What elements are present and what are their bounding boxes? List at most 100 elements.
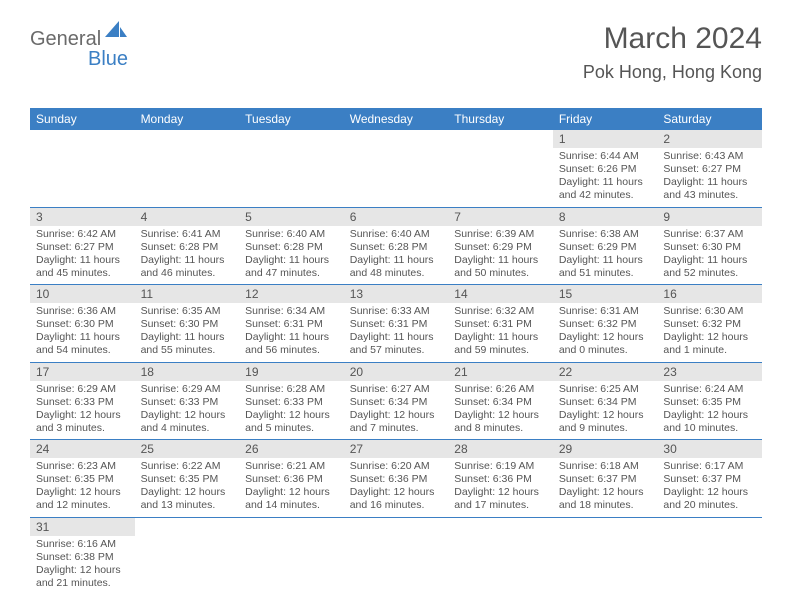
sunrise: Sunrise: 6:29 AM: [141, 383, 234, 396]
day-info: Sunrise: 6:25 AMSunset: 6:34 PMDaylight:…: [553, 381, 658, 440]
sunrise: Sunrise: 6:29 AM: [36, 383, 129, 396]
day-info: Sunrise: 6:24 AMSunset: 6:35 PMDaylight:…: [657, 381, 762, 440]
day-header: Tuesday: [239, 108, 344, 130]
daylight: Daylight: 11 hours and 46 minutes.: [141, 254, 234, 280]
daylight: Daylight: 12 hours and 20 minutes.: [663, 486, 756, 512]
day-header: Thursday: [448, 108, 553, 130]
sunset: Sunset: 6:35 PM: [36, 473, 129, 486]
day-cell: 11Sunrise: 6:35 AMSunset: 6:30 PMDayligh…: [135, 285, 240, 362]
sunset: Sunset: 6:31 PM: [454, 318, 547, 331]
sunrise: Sunrise: 6:25 AM: [559, 383, 652, 396]
daylight: Daylight: 12 hours and 17 minutes.: [454, 486, 547, 512]
sunset: Sunset: 6:35 PM: [663, 396, 756, 409]
daylight: Daylight: 12 hours and 21 minutes.: [36, 564, 129, 590]
day-info: Sunrise: 6:21 AMSunset: 6:36 PMDaylight:…: [239, 458, 344, 517]
sunset: Sunset: 6:30 PM: [663, 241, 756, 254]
daylight: Daylight: 12 hours and 18 minutes.: [559, 486, 652, 512]
day-info: Sunrise: 6:37 AMSunset: 6:30 PMDaylight:…: [657, 226, 762, 285]
sunset: Sunset: 6:27 PM: [36, 241, 129, 254]
daylight: Daylight: 12 hours and 5 minutes.: [245, 409, 338, 435]
day-info: Sunrise: 6:42 AMSunset: 6:27 PMDaylight:…: [30, 226, 135, 285]
sunrise: Sunrise: 6:33 AM: [350, 305, 443, 318]
daylight: Daylight: 12 hours and 3 minutes.: [36, 409, 129, 435]
empty-cell: [135, 130, 240, 207]
day-header: Wednesday: [344, 108, 449, 130]
day-cell: 23Sunrise: 6:24 AMSunset: 6:35 PMDayligh…: [657, 363, 762, 440]
sail-icon: [105, 21, 127, 37]
logo-text-2: Blue: [88, 48, 128, 71]
empty-cell: [344, 130, 449, 207]
day-number: 9: [657, 208, 762, 226]
sunrise: Sunrise: 6:37 AM: [663, 228, 756, 241]
week-row: 17Sunrise: 6:29 AMSunset: 6:33 PMDayligh…: [30, 363, 762, 441]
day-header: Monday: [135, 108, 240, 130]
day-info: Sunrise: 6:44 AMSunset: 6:26 PMDaylight:…: [553, 148, 658, 207]
day-number: 21: [448, 363, 553, 381]
day-cell: 25Sunrise: 6:22 AMSunset: 6:35 PMDayligh…: [135, 440, 240, 517]
day-cell: 28Sunrise: 6:19 AMSunset: 6:36 PMDayligh…: [448, 440, 553, 517]
sunset: Sunset: 6:27 PM: [663, 163, 756, 176]
sunset: Sunset: 6:30 PM: [141, 318, 234, 331]
day-cell: 8Sunrise: 6:38 AMSunset: 6:29 PMDaylight…: [553, 208, 658, 285]
day-cell: 31 Sunrise: 6:16 AMSunset: 6:38 PMDayligh…: [30, 518, 135, 595]
sunset: Sunset: 6:28 PM: [141, 241, 234, 254]
sunset: Sunset: 6:37 PM: [663, 473, 756, 486]
daylight: Daylight: 12 hours and 1 minute.: [663, 331, 756, 357]
sunrise: Sunrise: 6:16 AM: [36, 538, 129, 551]
daylight: Daylight: 11 hours and 50 minutes.: [454, 254, 547, 280]
sunrise: Sunrise: 6:22 AM: [141, 460, 234, 473]
daylight: Daylight: 12 hours and 13 minutes.: [141, 486, 234, 512]
day-info: Sunrise: 6:19 AMSunset: 6:36 PMDaylight:…: [448, 458, 553, 517]
daylight: Daylight: 11 hours and 43 minutes.: [663, 176, 756, 202]
sunrise: Sunrise: 6:39 AM: [454, 228, 547, 241]
day-info: Sunrise: 6:28 AMSunset: 6:33 PMDaylight:…: [239, 381, 344, 440]
sunset: Sunset: 6:31 PM: [245, 318, 338, 331]
sunset: Sunset: 6:36 PM: [350, 473, 443, 486]
day-info: Sunrise: 6:30 AMSunset: 6:32 PMDaylight:…: [657, 303, 762, 362]
empty-cell: [239, 518, 344, 595]
day-number: 7: [448, 208, 553, 226]
sunrise: Sunrise: 6:36 AM: [36, 305, 129, 318]
empty-cell: [448, 518, 553, 595]
day-cell: 1Sunrise: 6:44 AMSunset: 6:26 PMDaylight…: [553, 130, 658, 207]
empty-cell: [448, 130, 553, 207]
sunrise: Sunrise: 6:34 AM: [245, 305, 338, 318]
day-header: Sunday: [30, 108, 135, 130]
daylight: Daylight: 11 hours and 51 minutes.: [559, 254, 652, 280]
empty-cell: [553, 518, 658, 595]
day-number: 1: [553, 130, 658, 148]
header: March 2024 Pok Hong, Hong Kong: [583, 22, 762, 83]
sunrise: Sunrise: 6:30 AM: [663, 305, 756, 318]
sunset: Sunset: 6:31 PM: [350, 318, 443, 331]
day-info: Sunrise: 6:41 AMSunset: 6:28 PMDaylight:…: [135, 226, 240, 285]
day-number: 14: [448, 285, 553, 303]
day-cell: 26Sunrise: 6:21 AMSunset: 6:36 PMDayligh…: [239, 440, 344, 517]
day-cell: 16Sunrise: 6:30 AMSunset: 6:32 PMDayligh…: [657, 285, 762, 362]
day-info: Sunrise: 6:32 AMSunset: 6:31 PMDaylight:…: [448, 303, 553, 362]
sunset: Sunset: 6:36 PM: [245, 473, 338, 486]
day-number: 29: [553, 440, 658, 458]
empty-cell: [239, 130, 344, 207]
week-row: 31 Sunrise: 6:16 AMSunset: 6:38 PMDayligh…: [30, 518, 762, 595]
sunset: Sunset: 6:26 PM: [559, 163, 652, 176]
day-number: 31: [30, 518, 135, 536]
daylight: Daylight: 11 hours and 54 minutes.: [36, 331, 129, 357]
day-number: 18: [135, 363, 240, 381]
sunrise: Sunrise: 6:42 AM: [36, 228, 129, 241]
day-cell: 10Sunrise: 6:36 AMSunset: 6:30 PMDayligh…: [30, 285, 135, 362]
day-number: 27: [344, 440, 449, 458]
day-number: 16: [657, 285, 762, 303]
daylight: Daylight: 11 hours and 57 minutes.: [350, 331, 443, 357]
sunset: Sunset: 6:33 PM: [141, 396, 234, 409]
sunset: Sunset: 6:37 PM: [559, 473, 652, 486]
day-cell: 22Sunrise: 6:25 AMSunset: 6:34 PMDayligh…: [553, 363, 658, 440]
location: Pok Hong, Hong Kong: [583, 62, 762, 83]
day-info: Sunrise: 6:18 AMSunset: 6:37 PMDaylight:…: [553, 458, 658, 517]
empty-cell: [657, 518, 762, 595]
day-cell: 9Sunrise: 6:37 AMSunset: 6:30 PMDaylight…: [657, 208, 762, 285]
sunrise: Sunrise: 6:38 AM: [559, 228, 652, 241]
sunrise: Sunrise: 6:40 AM: [350, 228, 443, 241]
day-number: 11: [135, 285, 240, 303]
sunset: Sunset: 6:38 PM: [36, 551, 129, 564]
daylight: Daylight: 11 hours and 48 minutes.: [350, 254, 443, 280]
